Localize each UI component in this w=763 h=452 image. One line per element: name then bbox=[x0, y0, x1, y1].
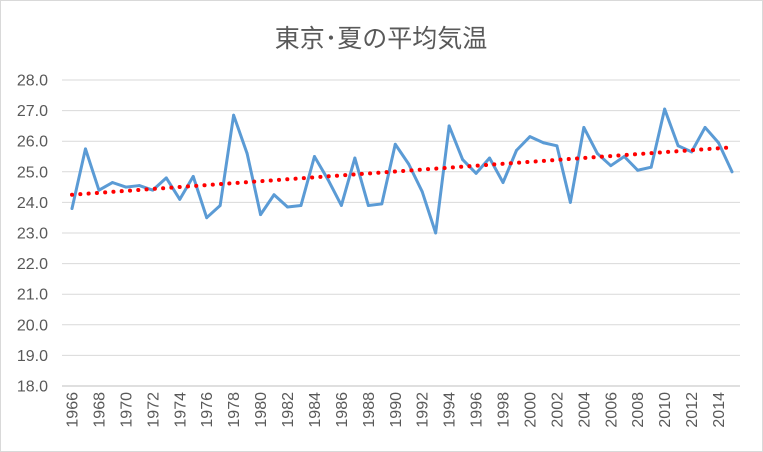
data-point bbox=[326, 178, 330, 181]
data-point bbox=[488, 156, 491, 160]
data-point bbox=[528, 135, 532, 139]
chart-title: 東京･夏の平均気温 bbox=[275, 24, 488, 53]
x-tick-label: 1986 bbox=[334, 392, 351, 428]
x-tick-label: 2002 bbox=[549, 392, 566, 428]
data-point bbox=[245, 152, 249, 155]
data-point bbox=[259, 213, 262, 217]
gridlines bbox=[62, 79, 740, 387]
data-point bbox=[84, 147, 87, 151]
data-point bbox=[474, 171, 478, 175]
data-point bbox=[730, 170, 734, 174]
x-tick-label: 1966 bbox=[65, 392, 82, 428]
x-tick-label: 1978 bbox=[226, 392, 243, 428]
y-tick-label: 26.0 bbox=[17, 134, 48, 151]
x-tick-label: 1984 bbox=[307, 392, 324, 428]
y-tick-label: 18.0 bbox=[17, 379, 48, 396]
data-point bbox=[218, 204, 222, 207]
data-point bbox=[286, 205, 289, 209]
data-point bbox=[420, 190, 424, 194]
y-tick-label: 20.0 bbox=[17, 317, 48, 334]
data-point bbox=[676, 144, 680, 148]
y-tick-label: 24.0 bbox=[17, 195, 48, 212]
x-tick-label: 1970 bbox=[118, 392, 135, 428]
data-point bbox=[178, 197, 182, 201]
data-point bbox=[299, 204, 303, 207]
data-point bbox=[663, 107, 667, 111]
x-tick-label: 2008 bbox=[630, 392, 647, 428]
data-point bbox=[393, 142, 397, 146]
x-tick-label: 2010 bbox=[657, 392, 674, 428]
trendline-group bbox=[70, 145, 734, 197]
x-tick-label: 1988 bbox=[361, 392, 378, 428]
data-point bbox=[717, 141, 720, 145]
y-axis-labels: 28.0 27.0 26.0 25.0 24.0 23.0 22.0 21.0 20.0 19.0… bbox=[17, 73, 48, 396]
x-tick-label: 1998 bbox=[496, 392, 513, 428]
x-tick-label: 2006 bbox=[603, 392, 620, 428]
y-tick-label: 28.0 bbox=[17, 73, 48, 90]
data-point bbox=[272, 193, 276, 197]
data-point bbox=[70, 207, 74, 210]
data-point bbox=[232, 113, 236, 117]
data-point bbox=[609, 164, 613, 168]
data-point bbox=[461, 158, 465, 161]
data-point bbox=[434, 231, 438, 235]
data-point bbox=[595, 152, 599, 155]
x-axis-labels: 1966 1968 1970 1972 1974 1976 1978 1980 1982 1984… bbox=[65, 392, 729, 428]
data-point bbox=[97, 188, 101, 192]
data-point bbox=[407, 162, 411, 166]
x-tick-label: 1972 bbox=[145, 392, 162, 428]
y-tick-label: 22.0 bbox=[17, 256, 48, 273]
data-point bbox=[501, 181, 505, 184]
data-point bbox=[447, 124, 451, 128]
y-tick-label: 21.0 bbox=[17, 287, 48, 304]
series-line bbox=[70, 107, 734, 235]
data-point bbox=[515, 148, 518, 152]
data-point bbox=[636, 168, 640, 172]
data-point bbox=[649, 165, 653, 169]
x-tick-label: 1974 bbox=[172, 392, 189, 428]
data-point bbox=[137, 184, 141, 187]
trendline bbox=[70, 145, 734, 197]
y-tick-label: 19.0 bbox=[17, 348, 48, 365]
data-point bbox=[366, 204, 370, 207]
data-point bbox=[164, 176, 168, 180]
data-point bbox=[313, 155, 316, 158]
y-tick-label: 23.0 bbox=[17, 226, 48, 243]
data-point bbox=[124, 185, 128, 189]
x-tick-label: 2004 bbox=[576, 392, 593, 428]
x-tick-label: 1980 bbox=[253, 392, 270, 428]
data-point bbox=[353, 156, 357, 160]
data-point bbox=[582, 126, 586, 129]
data-point bbox=[111, 181, 114, 184]
data-point bbox=[555, 144, 559, 148]
x-tick-label: 2000 bbox=[522, 392, 539, 428]
data-point bbox=[703, 126, 707, 129]
x-tick-label: 2012 bbox=[684, 392, 701, 428]
data-point bbox=[542, 141, 545, 145]
x-tick-label: 1996 bbox=[469, 392, 486, 428]
x-tick-label: 1968 bbox=[91, 392, 108, 428]
x-tick-label: 2014 bbox=[711, 392, 728, 428]
y-tick-label: 27.0 bbox=[17, 103, 48, 120]
x-tick-label: 1994 bbox=[442, 392, 459, 428]
data-point bbox=[191, 174, 195, 178]
data-point bbox=[205, 216, 209, 220]
x-tick-label: 1982 bbox=[280, 392, 297, 428]
x-tick-label: 1990 bbox=[388, 392, 405, 428]
x-tick-label: 1976 bbox=[199, 392, 216, 428]
y-tick-label: 25.0 bbox=[17, 164, 48, 181]
temperature-series bbox=[70, 107, 734, 235]
data-point bbox=[380, 202, 384, 206]
data-point bbox=[339, 204, 343, 207]
x-tick-label: 1992 bbox=[415, 392, 432, 428]
data-point bbox=[568, 201, 572, 204]
